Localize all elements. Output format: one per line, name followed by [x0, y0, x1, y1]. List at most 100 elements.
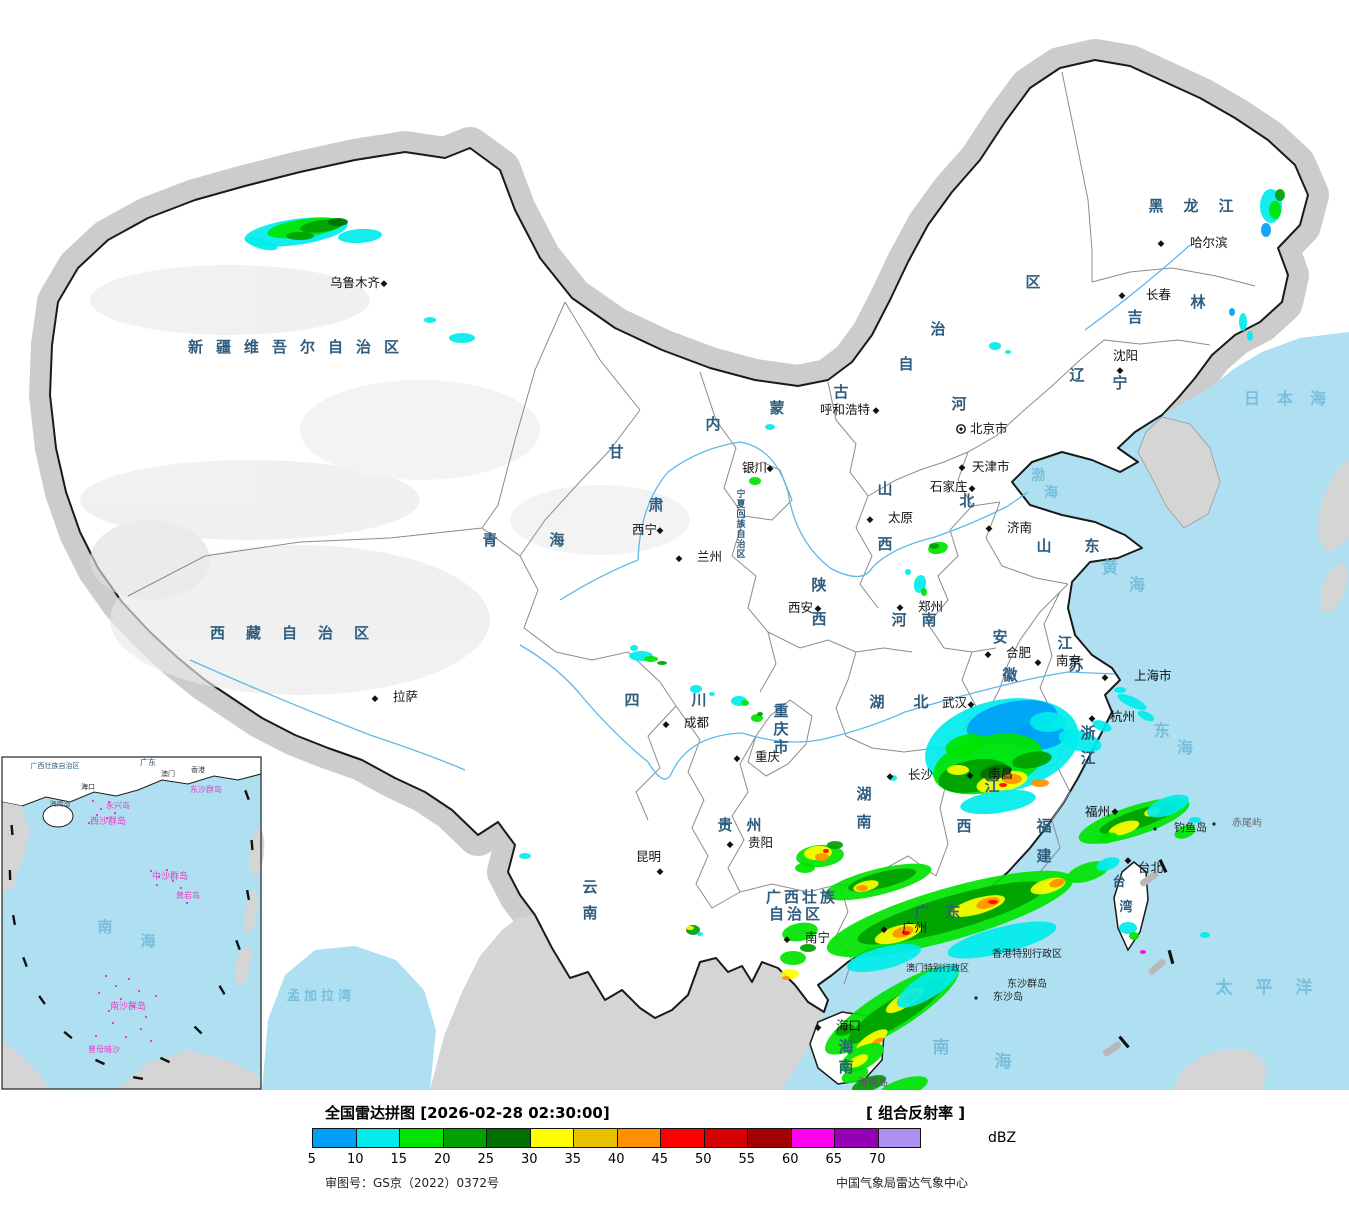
- city: ◆ 杭州: [1089, 709, 1135, 724]
- city: ◆ 济南: [986, 520, 1032, 535]
- legend-value: 25: [477, 1152, 495, 1167]
- inset-philippines: [244, 890, 258, 934]
- island-dot-icon: [974, 996, 978, 1000]
- rivers: [189, 244, 1191, 780]
- province-label: 山: [877, 480, 892, 498]
- city: ◆西宁: [632, 522, 664, 537]
- city-label: 台北: [1138, 860, 1164, 875]
- unit-label: dBZ: [988, 1130, 1017, 1146]
- city: ◆ 南昌: [967, 766, 1013, 781]
- inset-island-dot: [98, 992, 100, 994]
- province-label: 南: [856, 813, 871, 831]
- inset-boundary-dash: [94, 1058, 106, 1066]
- inset-island-dot: [92, 800, 94, 802]
- radar-echo: [1030, 712, 1066, 732]
- city-marker-icon: ◆: [815, 1023, 822, 1033]
- radar-echo: [782, 922, 818, 942]
- legend-value: 55: [738, 1152, 756, 1167]
- radar-echo: [989, 342, 1001, 350]
- sea-label: 海: [1310, 389, 1326, 408]
- inset-label: 香港: [191, 765, 205, 774]
- inset-island-label: 西沙群岛: [90, 815, 126, 827]
- province-label: 肃: [648, 496, 663, 514]
- city-label: 杭州: [1110, 709, 1135, 724]
- province-label: 江: [1218, 197, 1233, 215]
- inset-island-dot: [112, 1022, 114, 1024]
- inset-boundary-dash: [218, 985, 226, 995]
- island-dot-icon: [1212, 822, 1216, 826]
- city-label: 成都: [684, 715, 710, 730]
- radar-echo: [1189, 817, 1201, 823]
- inset-sea: [2, 757, 261, 1089]
- province-label: 南: [838, 1058, 853, 1076]
- inset-boundary-dash: [10, 824, 14, 836]
- radar-echo: [1049, 878, 1065, 888]
- sea-label: 东: [1154, 721, 1170, 740]
- city-label: 北京市: [970, 421, 1008, 436]
- province-label: 自: [898, 355, 913, 373]
- city-label: 长沙: [908, 767, 934, 782]
- island-dot-icon: [1153, 827, 1157, 831]
- inset-boundary-dash: [250, 839, 254, 851]
- legend-swatch: [834, 1128, 878, 1148]
- city-label: 上海市: [1134, 668, 1172, 683]
- inset-boundary-dash: [38, 995, 46, 1005]
- radar-echo: [749, 477, 761, 485]
- island-label: 东沙岛: [993, 990, 1023, 1003]
- city: ◆石家庄: [930, 479, 976, 494]
- radar-echo: [424, 317, 436, 323]
- legend-value: 10: [346, 1152, 364, 1167]
- radar-echo: [757, 712, 763, 716]
- city: ◆武汉: [942, 695, 975, 710]
- hatch-mark: [1102, 1041, 1122, 1057]
- city: ◆ 南京: [1035, 653, 1081, 668]
- legend-swatch: [703, 1128, 747, 1148]
- city-marker-icon: ◆: [986, 524, 993, 534]
- city-label: 南京: [1056, 653, 1081, 668]
- sea-label: 海: [995, 1051, 1012, 1072]
- radar-echo: [644, 656, 658, 662]
- island-label: 东沙群岛: [1007, 977, 1047, 990]
- radar-echo: [1229, 308, 1235, 316]
- radar-echo: [1098, 832, 1118, 844]
- province-label: 湖: [869, 693, 884, 711]
- province-label: 自治区: [769, 905, 823, 923]
- inset-boundary-dash: [245, 889, 251, 901]
- city-marker-icon: ◆: [1089, 714, 1096, 724]
- city-marker-icon: ◆: [381, 279, 388, 289]
- legend-swatch: [790, 1128, 834, 1148]
- city-label: 济南: [1007, 520, 1032, 535]
- city-marker-icon: ◆: [897, 603, 904, 613]
- sea-label: 渤: [1031, 467, 1045, 484]
- city-marker-icon: ◆: [887, 772, 894, 782]
- city-label: 乌鲁木齐: [330, 275, 381, 290]
- legend-value: 5: [307, 1152, 316, 1167]
- city-label: 重庆: [755, 749, 781, 764]
- radar-echo: [1092, 720, 1112, 732]
- inset-island-label: 黄岩岛: [176, 890, 200, 900]
- radar-echo: [889, 775, 897, 781]
- radar-echo: [449, 333, 475, 343]
- inset-island-dot: [156, 884, 158, 886]
- city-marker-icon: ◆: [867, 515, 874, 525]
- radar-echo: [980, 764, 1012, 780]
- inset-hainan: [42, 804, 74, 828]
- sea-label: 日: [1244, 389, 1260, 408]
- radar-echo: [921, 588, 927, 596]
- city: ◆银川: [742, 460, 774, 475]
- inset-island-dot: [125, 1036, 127, 1038]
- province-label: 建: [1036, 847, 1052, 865]
- legend-swatch: [573, 1128, 617, 1148]
- radar-echo: [1129, 932, 1139, 940]
- city-marker-icon: ◆: [969, 484, 976, 494]
- city-label: 哈尔滨: [1190, 235, 1228, 250]
- island-label: 澳门特别行政区: [906, 962, 969, 974]
- inset-island-label: 东沙群岛: [190, 784, 222, 794]
- radar-echo: [999, 783, 1007, 787]
- radar-echo: [780, 951, 806, 965]
- inset-boundary-dash: [244, 789, 250, 801]
- city-marker-icon: ◆: [968, 700, 975, 710]
- terrain-shading: [80, 265, 690, 695]
- inset-island-dot: [108, 801, 110, 803]
- radar-echo: [929, 543, 939, 549]
